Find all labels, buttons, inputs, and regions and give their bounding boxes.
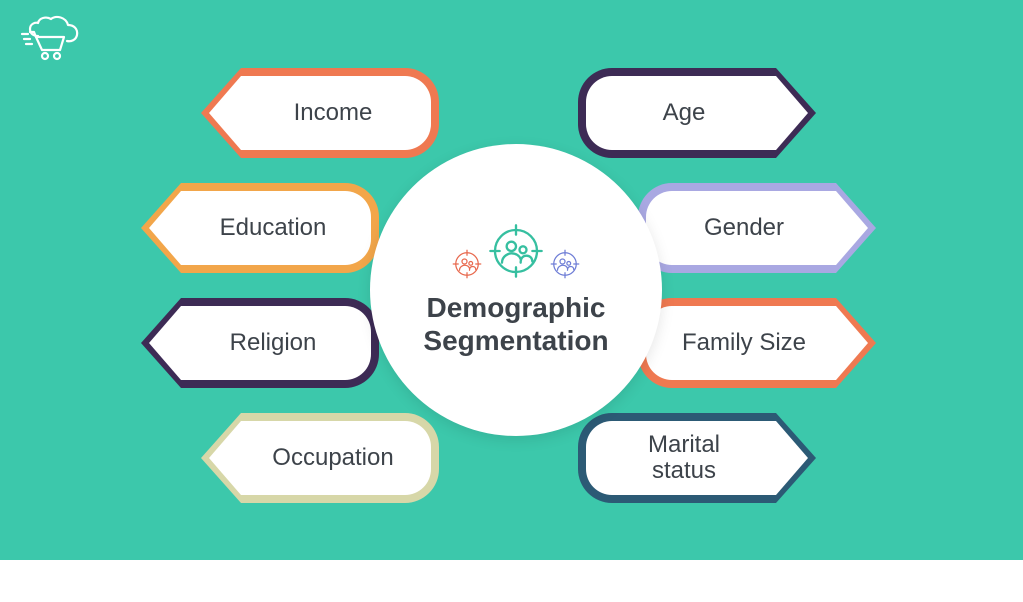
tag-label: Maritalstatus	[592, 432, 776, 485]
cloudcart-logo-icon	[20, 14, 86, 64]
tag-age: Age	[586, 76, 808, 150]
tag-label: Gender	[652, 215, 836, 241]
tag-label: Age	[592, 100, 776, 126]
infographic-canvas: Income Education Religion Occupation Age Gen…	[0, 0, 1023, 602]
tag-arrow-tip	[776, 421, 808, 495]
tag-arrow-tip	[776, 76, 808, 150]
tag-label: Family Size	[652, 330, 836, 356]
tag-body: Occupation	[241, 421, 431, 495]
tag-arrow-tip	[149, 306, 181, 380]
center-title-line1: Demographic	[423, 291, 608, 324]
tag-education: Education	[149, 191, 371, 265]
target-people-icon-large-center	[488, 223, 544, 279]
center-hub: Demographic Segmentation	[370, 144, 662, 436]
tag-label: Education	[181, 215, 365, 241]
center-title-line2: Segmentation	[423, 324, 608, 357]
center-target-icons	[452, 223, 580, 279]
tag-income: Income	[209, 76, 431, 150]
tag-religion: Religion	[149, 306, 371, 380]
tag-label: Religion	[181, 330, 365, 356]
tag-gender: Gender	[646, 191, 868, 265]
tag-body: Maritalstatus	[586, 421, 776, 495]
tag-occupation: Occupation	[209, 421, 431, 495]
tag-body: Gender	[646, 191, 836, 265]
tag-family_size: Family Size	[646, 306, 868, 380]
center-title: Demographic Segmentation	[423, 291, 608, 357]
target-people-icon-small-right	[550, 249, 580, 279]
tag-arrow-tip	[209, 76, 241, 150]
background-bottom-strip	[0, 560, 1023, 602]
tag-arrow-tip	[209, 421, 241, 495]
tag-label: Occupation	[241, 445, 425, 471]
tag-body: Education	[181, 191, 371, 265]
tag-arrow-tip	[836, 306, 868, 380]
tag-label: Income	[241, 100, 425, 126]
target-people-icon-small-left	[452, 249, 482, 279]
tag-arrow-tip	[836, 191, 868, 265]
tag-body: Religion	[181, 306, 371, 380]
tag-body: Income	[241, 76, 431, 150]
tag-body: Age	[586, 76, 776, 150]
tag-body: Family Size	[646, 306, 836, 380]
tag-marital: Maritalstatus	[586, 421, 808, 495]
tag-arrow-tip	[149, 191, 181, 265]
